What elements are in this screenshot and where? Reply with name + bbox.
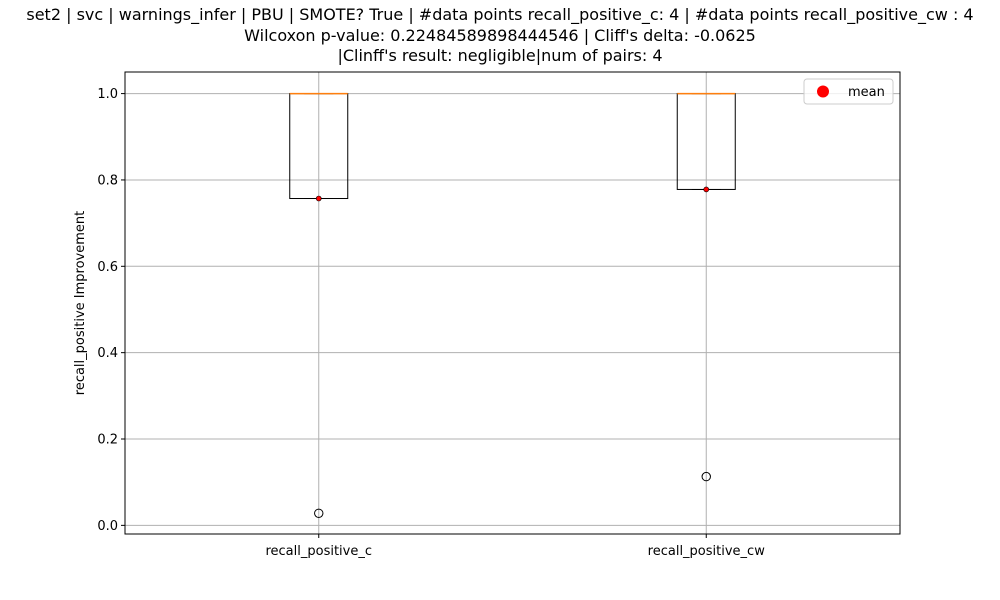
chart-title-line-2: Wilcoxon p-value: 0.22484589898444546 | … xyxy=(244,25,756,45)
y-tick-label: 1.0 xyxy=(97,87,118,102)
mean-marker xyxy=(703,186,710,193)
box-recall_positive_cw xyxy=(676,92,736,482)
y-tick-label: 0.0 xyxy=(97,519,118,534)
boxes xyxy=(289,92,736,518)
x-tick-label: recall_positive_cw xyxy=(648,544,766,559)
plot-area-frame xyxy=(124,71,901,535)
y-tick-label: 0.2 xyxy=(97,433,118,448)
y-tick-label: 0.6 xyxy=(97,260,118,275)
legend-frame xyxy=(803,78,894,105)
y-axis-label: recall_positive Improvement xyxy=(73,211,88,395)
box-recall_positive_c xyxy=(289,92,349,518)
chart-title-line-1: set2 | svc | warnings_infer | PBU | SMOT… xyxy=(26,5,974,24)
x-tick-label: recall_positive_c xyxy=(265,544,372,559)
y-tick-label: 0.4 xyxy=(97,346,118,361)
axis-ticks: 0.0 0.2 0.4 0.6 0.8 1.0 recall_positive_c recal… xyxy=(97,87,765,559)
outlier-marker xyxy=(314,508,324,518)
chart-title: set2 | svc | warnings_infer | PBU | SMOT… xyxy=(0,5,1000,67)
y-tick-label: 0.8 xyxy=(97,173,118,188)
mean-marker xyxy=(315,195,322,202)
legend-label-mean: mean xyxy=(848,85,885,100)
outlier-marker xyxy=(701,471,711,482)
legend: mean xyxy=(803,78,894,105)
chart-title-line-3: |Clinff's result: negligible|num of pair… xyxy=(337,46,663,65)
legend-marker-mean xyxy=(817,85,829,98)
grid-lines xyxy=(125,72,900,534)
